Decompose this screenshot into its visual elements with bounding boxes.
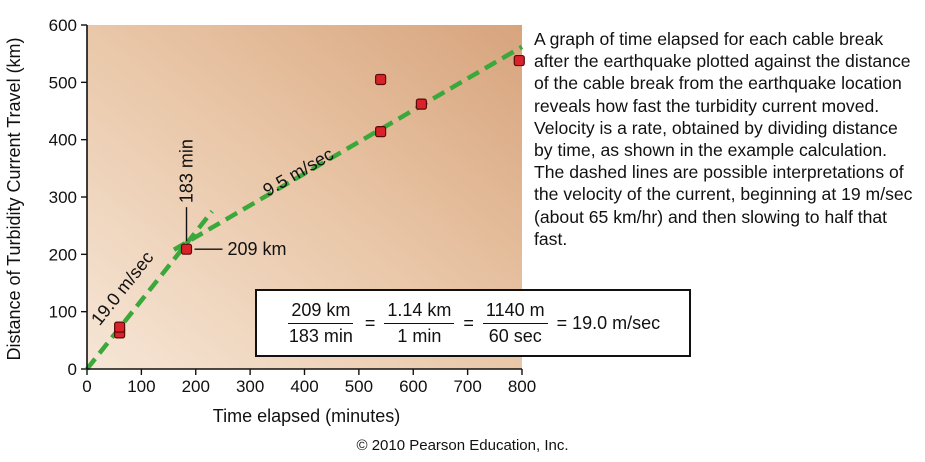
x-tick-label: 400	[290, 377, 318, 396]
formula-result: = 19.0 m/sec	[556, 312, 661, 333]
data-point-4	[375, 73, 387, 86]
data-point-7	[513, 54, 525, 67]
x-tick-label: 200	[182, 377, 210, 396]
x-tick-label: 100	[127, 377, 155, 396]
fraction-2-numerator: 1.14 km	[384, 300, 455, 324]
data-point-5	[375, 126, 387, 138]
y-tick-label: 100	[49, 303, 77, 322]
fraction-1-denominator: 183 min	[288, 325, 353, 346]
x-tick-label: 800	[508, 377, 536, 396]
y-axis-label: Distance of Turbidity Current Travel (km…	[4, 37, 24, 360]
x-tick-label: 600	[399, 377, 427, 396]
figure-caption: A graph of time elapsed for each cable b…	[534, 29, 913, 249]
x-axis-label: Time elapsed (minutes)	[213, 406, 400, 426]
equals-sign-2: =	[463, 312, 474, 333]
data-point-6	[415, 98, 428, 110]
fraction-2-denominator: 1 min	[397, 325, 442, 346]
y-tick-label: 500	[49, 73, 77, 92]
y-tick-label: 600	[49, 16, 77, 35]
annotation-209-km: 209 km	[228, 239, 287, 259]
y-tick-label: 0	[68, 360, 77, 379]
fraction-1: 209 km 183 min	[286, 300, 356, 347]
copyright-notice: © 2010 Pearson Education, Inc.	[356, 437, 569, 454]
x-tick-label: 0	[82, 377, 91, 396]
data-point-3	[180, 243, 193, 255]
x-tick-label: 700	[453, 377, 481, 396]
y-tick-label: 200	[49, 245, 77, 264]
fraction-2: 1.14 km 1 min	[384, 300, 455, 347]
x-tick-label: 300	[236, 377, 264, 396]
annotation-183-min: 183 min	[177, 139, 197, 203]
fraction-1-numerator: 209 km	[288, 300, 354, 324]
equals-sign-1: =	[364, 312, 376, 333]
velocity-line-2	[172, 44, 524, 252]
y-tick-label: 300	[49, 188, 77, 207]
fraction-3-numerator: 1140 m	[482, 300, 548, 324]
fraction-3-denominator: 60 sec	[488, 325, 542, 346]
example-calculation: 209 km 183 min = 1.14 km 1 min = 1140 m …	[255, 289, 691, 357]
data-point-2	[114, 321, 126, 333]
y-tick-label: 400	[49, 131, 77, 150]
fraction-3: 1140 m 60 sec	[482, 300, 548, 347]
x-tick-label: 500	[345, 377, 373, 396]
